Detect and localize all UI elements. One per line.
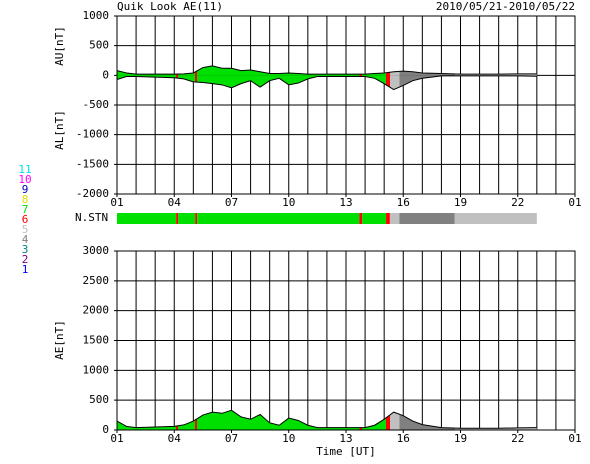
station-segment [117, 213, 177, 224]
x-tick-label: 07 [225, 196, 238, 209]
legend-label: 3 [22, 243, 29, 256]
legend-label: 8 [22, 193, 29, 206]
station-segment [197, 213, 360, 224]
series-line [116, 65, 537, 75]
x-axis-label: Time [UT] [316, 445, 376, 458]
station-segment [386, 213, 390, 224]
legend-label: 2 [22, 253, 29, 266]
plot-frame [116, 250, 576, 431]
y-tick-label: 0 [102, 68, 109, 81]
station-segment [176, 213, 179, 224]
legend-label: 4 [22, 233, 29, 246]
legend-label: 10 [18, 173, 31, 186]
y-axis-label: AE[nT] [53, 320, 66, 360]
chart-subtitle: 2010/05/21-2010/05/22 [436, 0, 575, 13]
x-tick-label: 07 [225, 432, 238, 445]
y-tick-label: 1500 [83, 334, 110, 347]
station-segment [359, 213, 363, 224]
strip-label: N.STN [75, 211, 108, 224]
y-tick-label: -500 [83, 98, 110, 111]
y-tick-label: -2000 [76, 187, 109, 200]
x-tick-label: 22 [511, 432, 524, 445]
station-segment [178, 213, 196, 224]
x-tick-label: 04 [168, 432, 182, 445]
x-tick-label: 16 [397, 432, 410, 445]
y-tick-label: 0 [102, 423, 109, 436]
x-tick-label: 01 [110, 432, 123, 445]
legend-label: 7 [22, 203, 29, 216]
x-tick-label: 10 [282, 432, 295, 445]
y-tick-label: 3000 [83, 244, 110, 257]
station-segment [362, 213, 387, 224]
y-tick-label: 1000 [83, 9, 110, 22]
x-tick-label: 01 [568, 432, 581, 445]
x-tick-label: 16 [397, 196, 410, 209]
y-axis-label: AL[nT] [53, 110, 66, 150]
legend-label: 11 [18, 163, 31, 176]
legend-label: 6 [22, 213, 29, 226]
legend-label: 1 [22, 263, 29, 276]
x-tick-label: 19 [454, 196, 467, 209]
y-tick-label: 500 [89, 39, 109, 52]
area-fill [117, 410, 537, 430]
station-segment [454, 213, 537, 224]
y-axis-label: AU[nT] [53, 26, 66, 66]
legend-label: 9 [22, 183, 29, 196]
station-segment [399, 213, 455, 224]
legend-label: 5 [22, 223, 29, 236]
station-segment [389, 213, 400, 224]
chart-title: Quik Look AE(11) [117, 0, 223, 13]
x-tick-label: 13 [339, 432, 352, 445]
plot-frame [116, 15, 576, 195]
series-line [116, 75, 537, 91]
x-tick-label: 19 [454, 432, 467, 445]
x-tick-label: 04 [168, 196, 182, 209]
y-tick-label: -1500 [76, 157, 109, 170]
y-tick-label: -1000 [76, 128, 109, 141]
x-tick-label: 22 [511, 196, 524, 209]
station-segment [195, 213, 198, 224]
y-tick-label: 2500 [83, 274, 110, 287]
x-tick-label: 10 [282, 196, 295, 209]
y-tick-label: 1000 [83, 363, 110, 376]
y-tick-label: 2000 [83, 304, 110, 317]
x-tick-label: 01 [568, 196, 581, 209]
x-tick-label: 13 [339, 196, 352, 209]
x-tick-label: 01 [110, 196, 123, 209]
y-tick-label: 500 [89, 393, 109, 406]
series-line [116, 409, 537, 429]
area-fill [117, 75, 537, 90]
